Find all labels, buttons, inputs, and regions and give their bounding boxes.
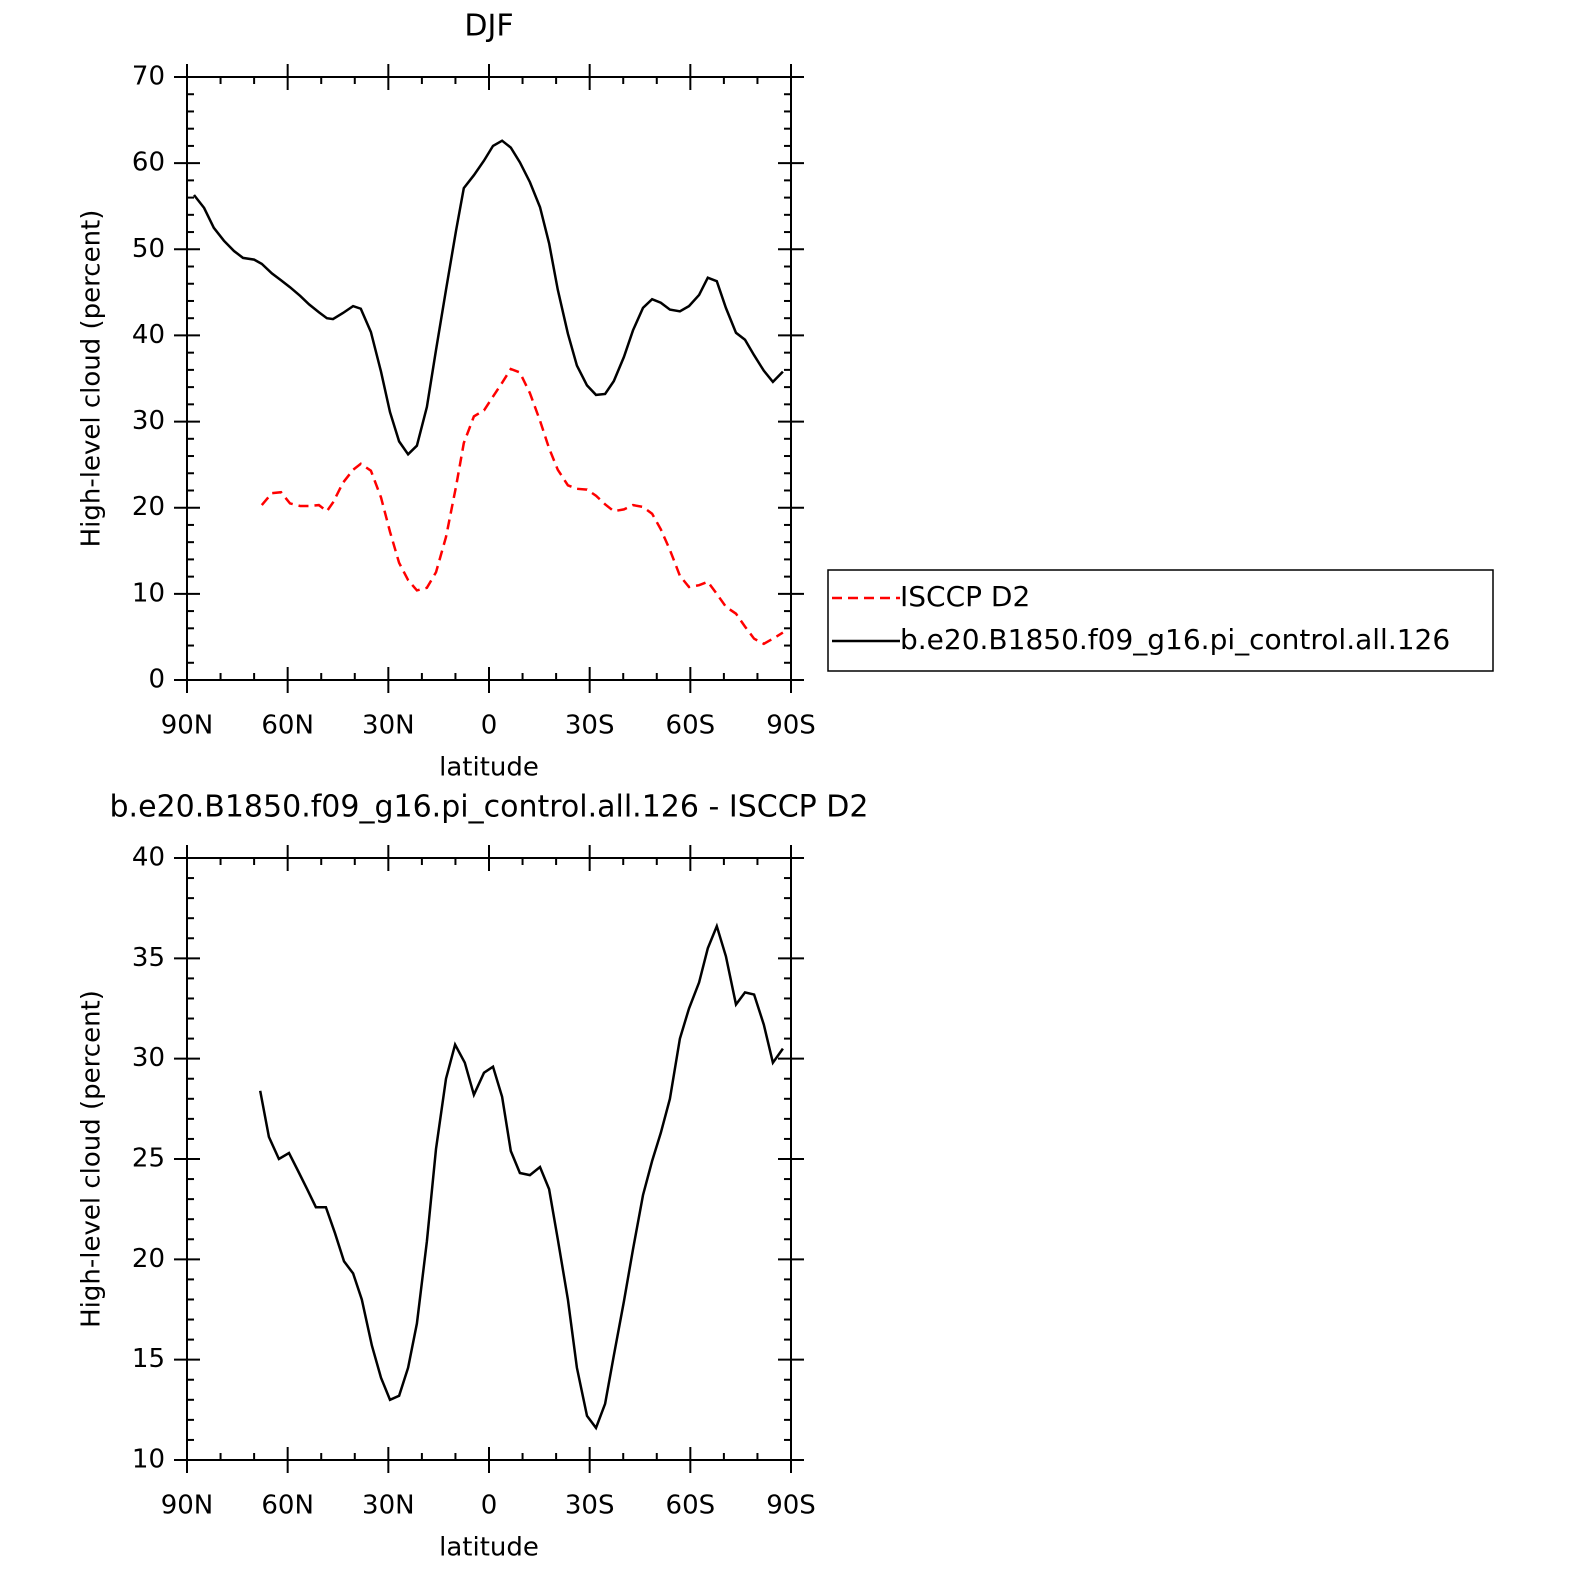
y-tick-label: 40: [132, 320, 165, 350]
x-tick-label: 60S: [666, 711, 716, 741]
y-tick-label: 10: [132, 578, 165, 608]
chart-title: b.e20.B1850.f09_g16.pi_control.all.126 -…: [110, 790, 869, 825]
x-tick-label: 90S: [766, 711, 816, 741]
plot-frame: [186, 76, 792, 681]
x-tick-label: 60N: [261, 711, 314, 741]
y-tick-label: 15: [132, 1344, 165, 1374]
data-line: [258, 922, 784, 1431]
chart-title: DJF: [464, 9, 513, 44]
x-tick-label: 60N: [261, 1491, 314, 1521]
x-axis-label: latitude: [439, 753, 539, 783]
data-line: [260, 367, 784, 646]
y-tick-label: 25: [132, 1144, 165, 1174]
y-tick-label: 50: [132, 234, 165, 264]
x-tick-label: 60S: [666, 1491, 716, 1521]
x-tick-label: 30N: [362, 1491, 415, 1521]
x-tick-label: 0: [481, 1491, 498, 1521]
legend-label: ISCCP D2: [900, 580, 1030, 613]
x-tick-label: 0: [481, 711, 498, 741]
x-tick-label: 30S: [565, 711, 615, 741]
y-tick-label: 20: [132, 492, 165, 522]
data-line: [193, 139, 784, 457]
y-axis-label: High-level cloud (percent): [77, 210, 107, 548]
x-tick-label: 30S: [565, 1491, 615, 1521]
y-tick-label: 35: [132, 943, 165, 973]
y-axis-label: High-level cloud (percent): [77, 990, 107, 1328]
x-tick-label: 90N: [161, 1491, 214, 1521]
y-tick-label: 30: [132, 1043, 165, 1073]
y-tick-label: 10: [132, 1445, 165, 1475]
legend-box: [827, 569, 1494, 672]
x-tick-label: 90S: [766, 1491, 816, 1521]
legend-label: b.e20.B1850.f09_g16.pi_control.all.126: [900, 623, 1450, 656]
x-tick-label: 30N: [362, 711, 415, 741]
y-tick-label: 60: [132, 148, 165, 178]
y-tick-label: 70: [132, 62, 165, 92]
x-tick-label: 90N: [161, 711, 214, 741]
x-axis-label: latitude: [439, 1533, 539, 1563]
y-tick-label: 20: [132, 1244, 165, 1274]
y-tick-label: 30: [132, 406, 165, 436]
y-tick-label: 0: [148, 665, 165, 695]
y-tick-label: 40: [132, 843, 165, 873]
